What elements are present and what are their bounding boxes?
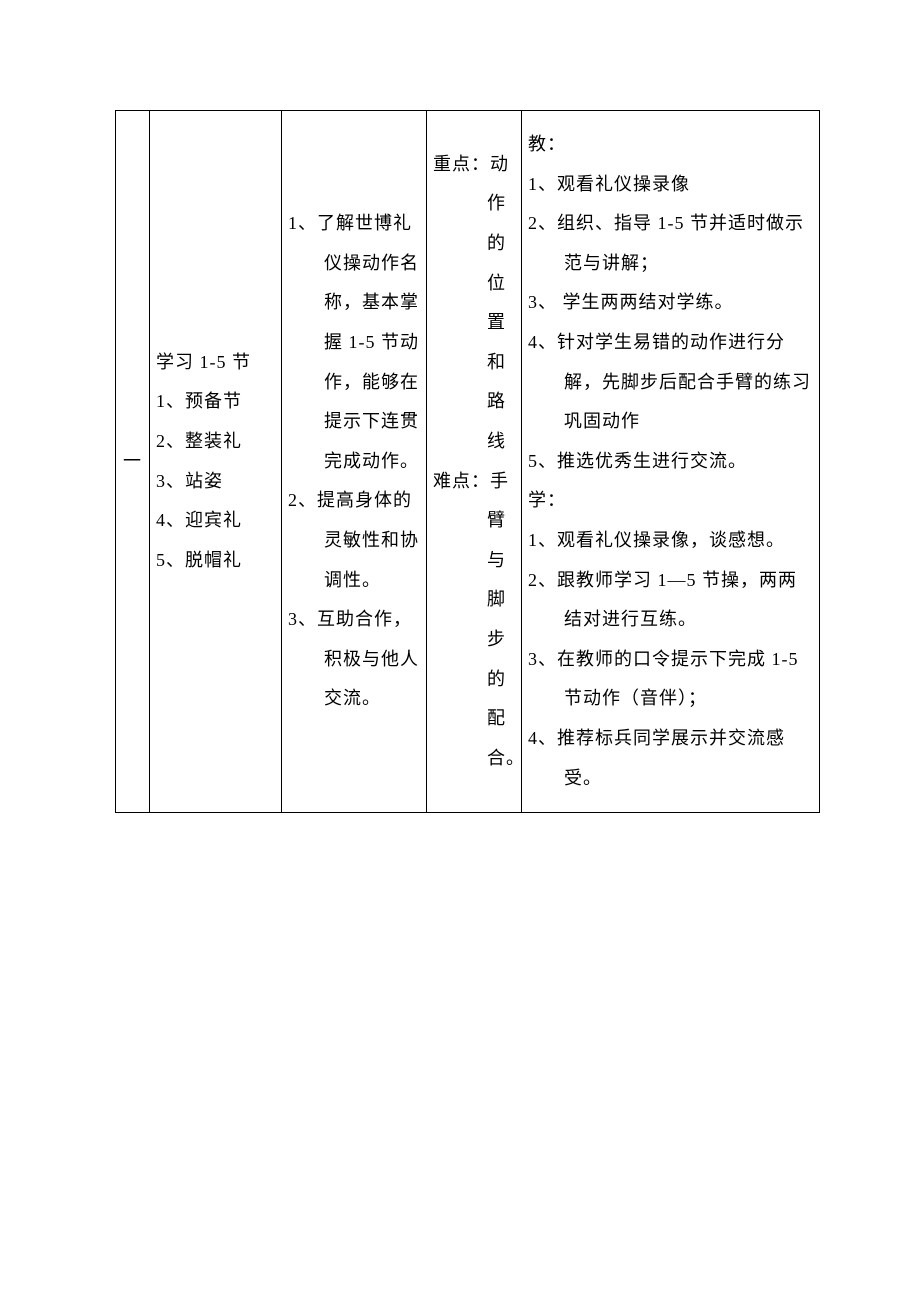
topic-item: 1、预备节 [156,382,275,422]
topic-item: 4、迎宾礼 [156,501,275,541]
keypoint-item: 难点：手臂与脚步的配合。 [433,462,515,779]
teach-label: 教： [528,125,813,165]
goal-item: 3、互助合作，积极与他人交流。 [288,600,420,719]
cell-number: 一 [116,111,150,813]
topic-title: 学习 1-5 节 [156,343,275,383]
learn-item: 2、跟教师学习 1—5 节操，两两结对进行互练。 [528,561,813,640]
goal-item: 1、了解世博礼仪操动作名称，基本掌握 1-5 节动作，能够在提示下连贯完成动作。 [288,204,420,481]
cell-keypoints: 重点：动作的位置和路线 难点：手臂与脚步的配合。 [427,111,522,813]
cell-goals: 1、了解世博礼仪操动作名称，基本掌握 1-5 节动作，能够在提示下连贯完成动作。… [282,111,427,813]
lesson-plan-table: 一 学习 1-5 节 1、预备节 2、整装礼 3、站姿 4、迎宾礼 5、脱帽礼 … [115,110,820,813]
learn-item: 3、在教师的口令提示下完成 1-5 节动作（音伴）； [528,640,813,719]
learn-item: 4、推荐标兵同学展示并交流感受。 [528,719,813,798]
lesson-number: 一 [123,451,142,471]
cell-topic: 学习 1-5 节 1、预备节 2、整装礼 3、站姿 4、迎宾礼 5、脱帽礼 [150,111,282,813]
topic-item: 5、脱帽礼 [156,541,275,581]
teach-item: 4、针对学生易错的动作进行分解，先脚步后配合手臂的练习 巩固动作 [528,323,813,442]
teach-item: 3、 学生两两结对学练。 [528,283,813,323]
topic-item: 3、站姿 [156,462,275,502]
teach-item: 2、组织、指导 1-5 节并适时做示范与讲解； [528,204,813,283]
teach-item: 5、推选优秀生进行交流。 [528,442,813,482]
goal-item: 2、提高身体的灵敏性和协调性。 [288,481,420,600]
table-row: 一 学习 1-5 节 1、预备节 2、整装礼 3、站姿 4、迎宾礼 5、脱帽礼 … [116,111,820,813]
teach-item: 1、观看礼仪操录像 [528,165,813,205]
learn-item: 1、观看礼仪操录像，谈感想。 [528,521,813,561]
keypoint-item: 重点：动作的位置和路线 [433,145,515,462]
learn-label: 学： [528,481,813,521]
cell-activities: 教： 1、观看礼仪操录像 2、组织、指导 1-5 节并适时做示范与讲解； 3、 … [522,111,820,813]
topic-item: 2、整装礼 [156,422,275,462]
